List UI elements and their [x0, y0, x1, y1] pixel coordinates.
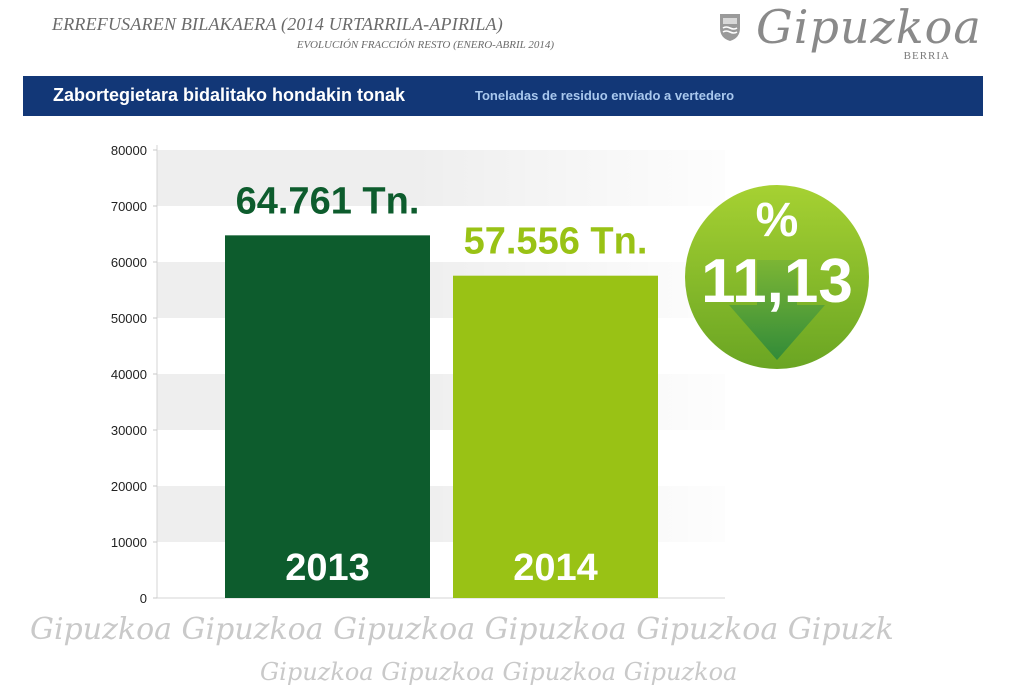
- y-tick-label: 40000: [111, 367, 147, 382]
- banner: Zabortegietara bidalitako hondakin tonak…: [23, 76, 983, 116]
- badge-value: 11,13: [701, 247, 853, 316]
- bar-2014: [453, 275, 658, 598]
- y-tick-label: 70000: [111, 199, 147, 214]
- logo-wordmark: Gipuzkoa: [756, 0, 982, 54]
- arrow-down-icon: [729, 260, 825, 360]
- y-tick-label: 30000: [111, 423, 147, 438]
- watermark: Gipuzkoa Gipuzkoa Gipuzkoa Gipuzkoa Gipu…: [30, 612, 1015, 689]
- watermark-line-2: Gipuzkoa Gipuzkoa Gipuzkoa Gipuzkoa: [260, 658, 738, 686]
- coat-of-arms-icon: [720, 14, 740, 41]
- bar-2013: [225, 235, 430, 599]
- page-title: ERREFUSAREN BILAKAERA (2014 URTARRILA-AP…: [52, 14, 503, 34]
- y-tick-label: 80000: [111, 143, 147, 158]
- data-label-2013: 64.761 Tn.: [236, 180, 420, 222]
- logo-suffix: BERRIA: [903, 50, 950, 62]
- data-label-2014: 57.556 Tn.: [464, 221, 648, 263]
- page-subtitle: EVOLUCIÓN FRACCIÓN RESTO (ENERO-ABRIL 20…: [296, 39, 554, 51]
- category-label-2013: 2013: [285, 547, 370, 589]
- y-tick-label: 0: [140, 591, 147, 606]
- y-tick-label: 20000: [111, 479, 147, 494]
- y-tick-label: 50000: [111, 311, 147, 326]
- y-tick-label: 10000: [111, 535, 147, 550]
- badge-symbol: %: [756, 194, 799, 247]
- banner-title: Zabortegietara bidalitako hondakin tonak: [53, 85, 406, 105]
- y-tick-label: 60000: [111, 255, 147, 270]
- watermark-line-1: Gipuzkoa Gipuzkoa Gipuzkoa Gipuzkoa Gipu…: [30, 612, 894, 647]
- banner-subtitle: Toneladas de residuo enviado a vertedero: [475, 88, 735, 103]
- category-label-2014: 2014: [513, 547, 598, 589]
